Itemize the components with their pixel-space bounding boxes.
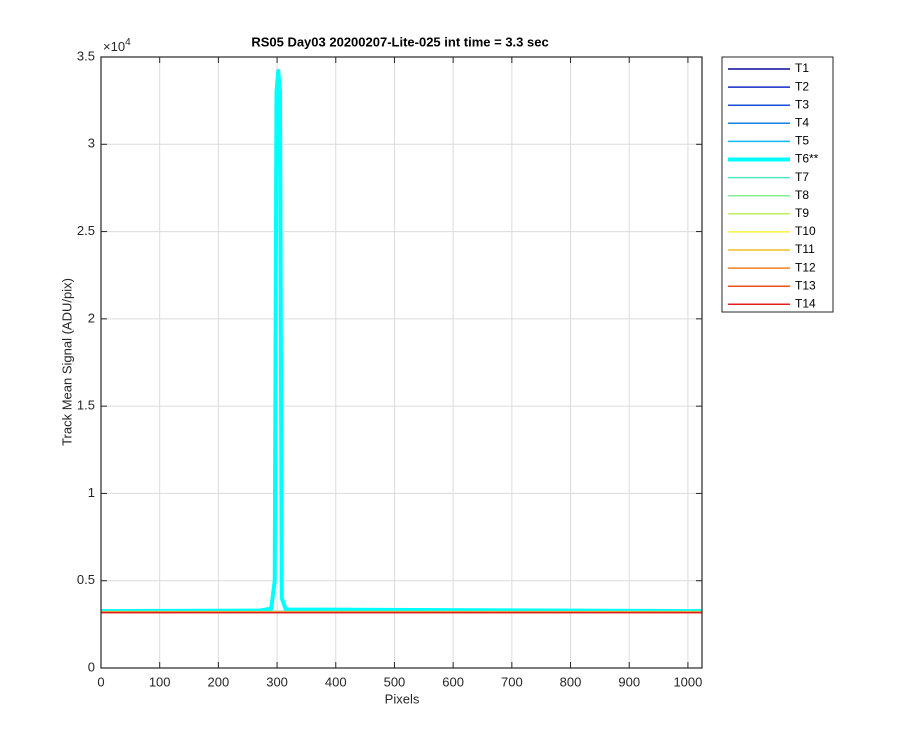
x-axis-label: Pixels bbox=[385, 691, 420, 706]
ticks: 0 100 200 300 400 500 600 700 800 900 1000 0 0.5 1 1.5… bbox=[77, 48, 702, 689]
legend-label: T13 bbox=[795, 278, 816, 292]
y-tick-label: 0 bbox=[88, 659, 95, 674]
legend-label: T5 bbox=[795, 134, 809, 148]
x-tick-label: 800 bbox=[560, 674, 582, 689]
chart-title: RS05 Day03 20200207-Lite-025 int time = … bbox=[251, 34, 548, 49]
lines bbox=[100, 68, 703, 614]
legend-label: T11 bbox=[795, 242, 815, 256]
x-tick-label: 300 bbox=[266, 674, 288, 689]
y-tick-label: 2.5 bbox=[77, 223, 95, 238]
axes-box bbox=[100, 56, 703, 669]
y-tick-label: 3.5 bbox=[77, 48, 95, 63]
series-line bbox=[100, 68, 703, 614]
legend-label: T3 bbox=[795, 97, 809, 111]
legend-label: T1 bbox=[795, 61, 809, 75]
legend-label: T4 bbox=[795, 115, 809, 129]
legend-label: T8 bbox=[795, 188, 809, 202]
x-tick-label: 100 bbox=[149, 674, 171, 689]
y-scale-label: ×104 bbox=[103, 37, 131, 55]
plot-area bbox=[101, 57, 702, 668]
legend-label: T7 bbox=[795, 170, 809, 184]
legend-label: T9 bbox=[795, 206, 809, 220]
x-tick-label: 500 bbox=[384, 674, 406, 689]
legend-label: T10 bbox=[795, 224, 816, 238]
y-tick-label: 1.5 bbox=[77, 398, 95, 413]
x-tick-label: 200 bbox=[208, 674, 230, 689]
legend-label: T12 bbox=[795, 260, 816, 274]
x-tick-label: 0 bbox=[97, 674, 104, 689]
y-tick-label: 0.5 bbox=[77, 572, 95, 587]
y-scale-exponent: 4 bbox=[125, 37, 131, 48]
x-tick-label: 1000 bbox=[673, 674, 702, 689]
x-tick-label: 400 bbox=[325, 674, 347, 689]
y-tick-label: 1 bbox=[88, 485, 95, 500]
legend-label: T2 bbox=[795, 79, 809, 93]
legend-label: T6** bbox=[795, 152, 819, 166]
y-scale-base: ×10 bbox=[103, 39, 125, 54]
legend-label: T14 bbox=[795, 296, 816, 310]
x-tick-label: 600 bbox=[442, 674, 464, 689]
x-tick-label: 900 bbox=[618, 674, 640, 689]
y-tick-label: 3 bbox=[88, 136, 95, 151]
y-tick-label: 2 bbox=[88, 310, 95, 325]
x-tick-label: 700 bbox=[501, 674, 523, 689]
legend-box bbox=[721, 56, 834, 313]
y-axis-label: Track Mean Signal (ADU/pix) bbox=[59, 278, 74, 446]
legend: T1 T2 T3 T4 T5 T6** T7 T8 T9 T10 T11 T12 T13 T14 bbox=[728, 61, 819, 310]
